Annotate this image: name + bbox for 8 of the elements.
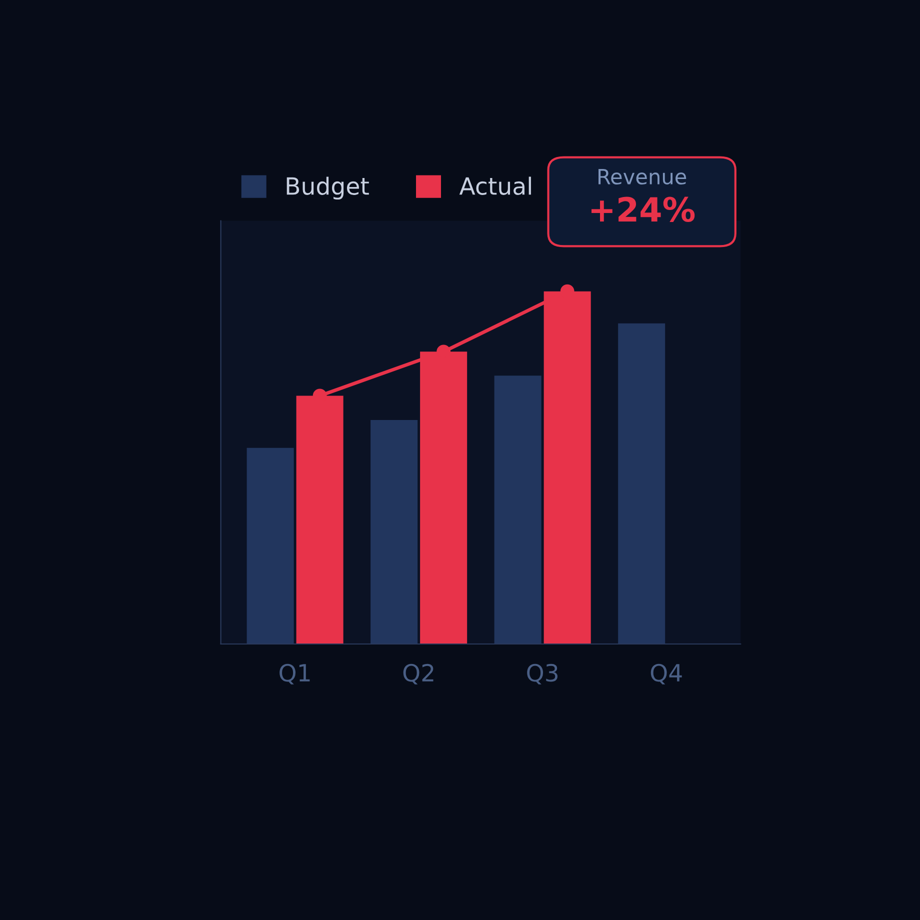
x-tick-label: Q3 [527, 664, 558, 684]
text: +24% [592, 196, 695, 222]
text: Revenue [598, 169, 686, 185]
legend-label: Actual [459, 176, 531, 195]
x-tick-label: Q1 [280, 664, 310, 684]
legend-label: Budget [286, 176, 369, 200]
x-tick-label: Q2 [403, 664, 434, 684]
x-tick-label: Q4 [650, 664, 682, 684]
